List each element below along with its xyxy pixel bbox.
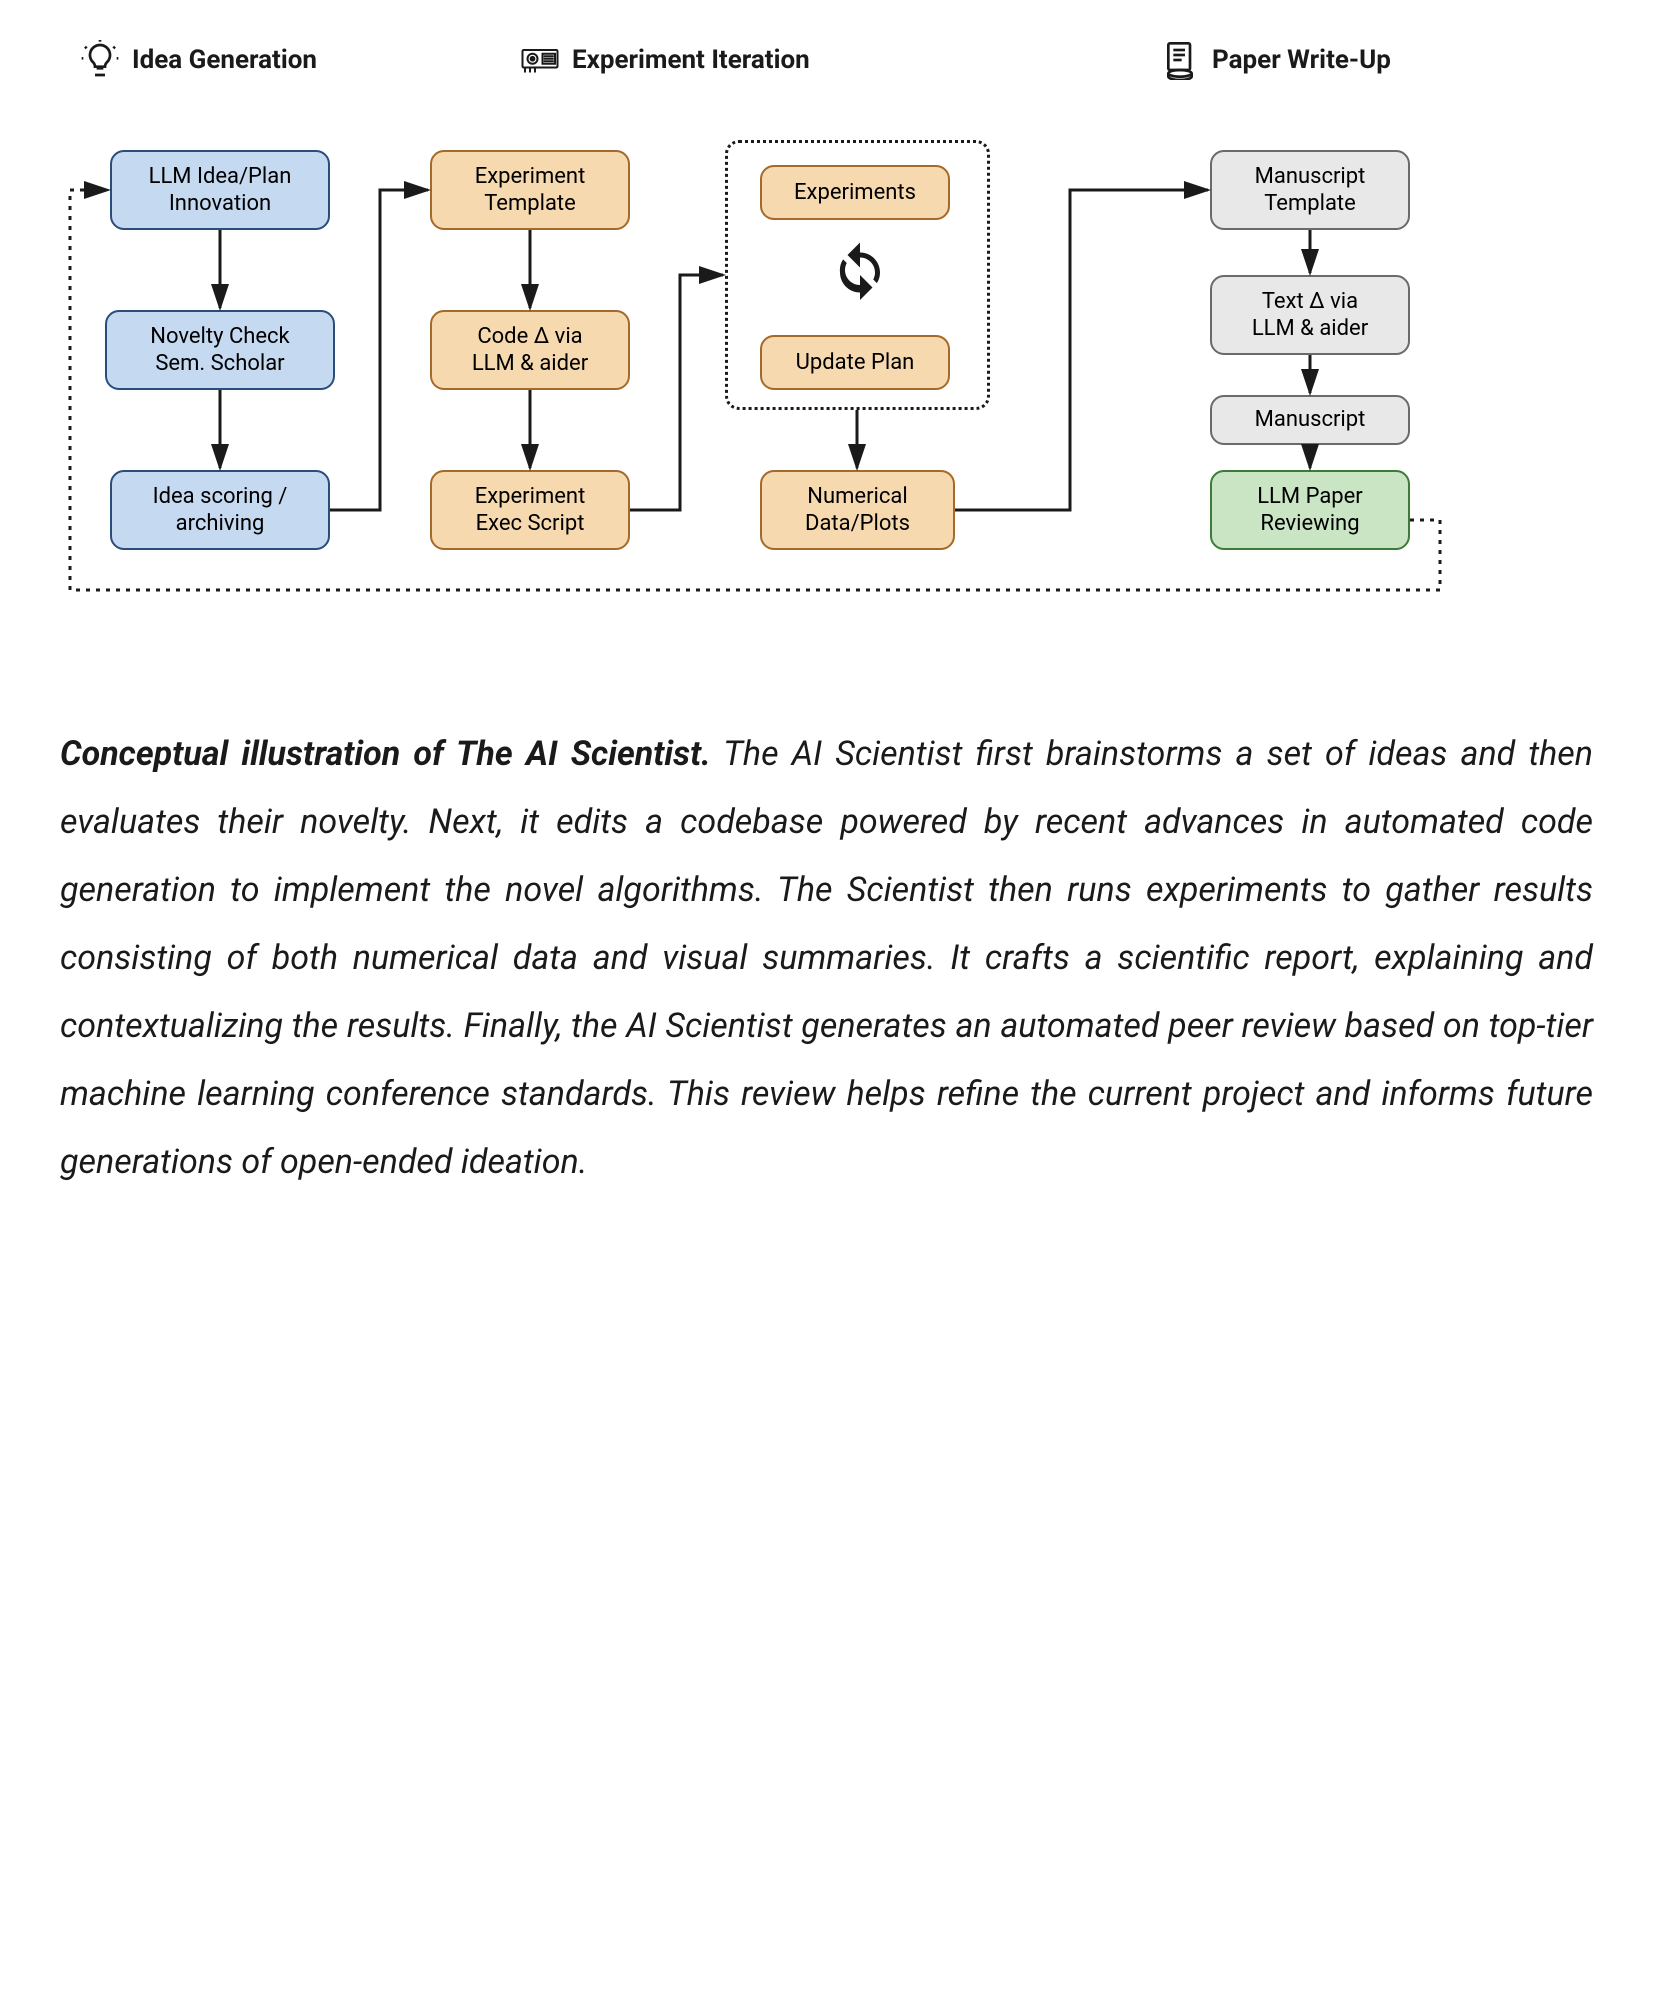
node-manu-tmpl-label: Manuscript Template xyxy=(1255,163,1366,218)
node-exp-exec: Experiment Exec Script xyxy=(430,470,630,550)
node-num-data: Numerical Data/Plots xyxy=(760,470,955,550)
caption-rest: The AI Scientist first brainstorms a set… xyxy=(60,734,1593,1182)
node-code-delta: Code Δ via LLM & aider xyxy=(430,310,630,390)
caption-bold: Conceptual illustration of The AI Scient… xyxy=(60,734,711,774)
caption: Conceptual illustration of The AI Scient… xyxy=(40,720,1613,1196)
node-experiments: Experiments xyxy=(760,165,950,220)
node-review-label: LLM Paper Reviewing xyxy=(1257,483,1363,538)
node-update-plan: Update Plan xyxy=(760,335,950,390)
node-idea-score: Idea scoring / archiving xyxy=(110,470,330,550)
node-review: LLM Paper Reviewing xyxy=(1210,470,1410,550)
cycle-icon xyxy=(830,240,890,304)
node-experiments-label: Experiments xyxy=(794,179,916,207)
section-paper-writeup: Paper Write-Up xyxy=(1160,40,1391,80)
doc-stack-icon xyxy=(1160,40,1200,80)
gpu-icon xyxy=(520,40,560,80)
section-paper-label: Paper Write-Up xyxy=(1212,45,1391,75)
node-llm-idea-label: LLM Idea/Plan Innovation xyxy=(149,163,292,218)
node-manu-tmpl: Manuscript Template xyxy=(1210,150,1410,230)
flowchart-diagram: Idea Generation Experiment Iteration Pap… xyxy=(40,40,1613,600)
node-idea-score-label: Idea scoring / archiving xyxy=(153,483,288,538)
section-idea-generation: Idea Generation xyxy=(80,40,317,80)
node-llm-idea: LLM Idea/Plan Innovation xyxy=(110,150,330,230)
section-experiment-label: Experiment Iteration xyxy=(572,45,810,75)
node-num-data-label: Numerical Data/Plots xyxy=(805,483,910,538)
node-exp-exec-label: Experiment Exec Script xyxy=(475,483,586,538)
node-code-delta-label: Code Δ via LLM & aider xyxy=(472,323,588,378)
lightbulb-icon xyxy=(80,40,120,80)
node-manuscript: Manuscript xyxy=(1210,395,1410,445)
node-novelty: Novelty Check Sem. Scholar xyxy=(105,310,335,390)
section-idea-label: Idea Generation xyxy=(132,45,317,75)
node-exp-tmpl-label: Experiment Template xyxy=(475,163,586,218)
section-experiment-iteration: Experiment Iteration xyxy=(520,40,810,80)
node-text-delta: Text Δ via LLM & aider xyxy=(1210,275,1410,355)
node-novelty-label: Novelty Check Sem. Scholar xyxy=(150,323,289,378)
node-exp-tmpl: Experiment Template xyxy=(430,150,630,230)
node-manuscript-label: Manuscript xyxy=(1255,406,1366,434)
node-update-plan-label: Update Plan xyxy=(796,349,915,377)
node-text-delta-label: Text Δ via LLM & aider xyxy=(1252,288,1368,343)
